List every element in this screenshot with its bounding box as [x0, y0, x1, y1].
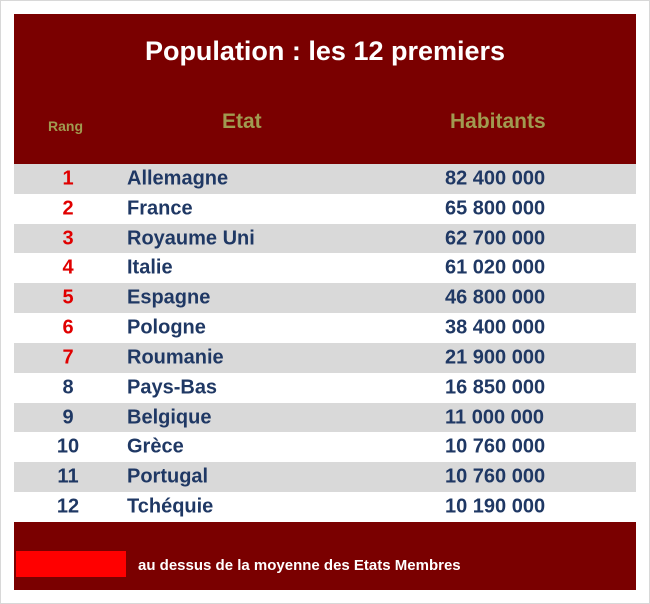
- column-header-rank: Rang: [48, 118, 83, 134]
- table-row: 3 Royaume Uni 62 700 000: [14, 223, 636, 254]
- population-cell: 10 760 000: [445, 435, 546, 458]
- page-title: Population : les 12 premiers: [144, 36, 506, 66]
- rank-cell: 10: [56, 435, 80, 458]
- rank-cell: 6: [62, 316, 74, 339]
- table-row: 9 Belgique 11 000 000: [14, 402, 636, 433]
- rank-cell: 4: [62, 256, 74, 279]
- rank-cell: 12: [56, 495, 80, 518]
- population-cell: 65 800 000: [445, 197, 546, 220]
- table-row: 5 Espagne 46 800 000: [14, 283, 636, 314]
- state-cell: Pologne: [127, 316, 206, 339]
- population-cell: 10 760 000: [445, 465, 546, 488]
- population-cell: 62 700 000: [445, 227, 546, 250]
- population-cell: 21 900 000: [445, 346, 546, 369]
- population-cell: 10 190 000: [445, 495, 546, 518]
- state-cell: Espagne: [127, 286, 211, 309]
- rank-cell: 2: [62, 197, 74, 220]
- population-cell: 46 800 000: [445, 286, 546, 309]
- table-row: 12 Tchéquie 10 190 000: [14, 492, 636, 522]
- state-cell: Allemagne: [127, 167, 229, 190]
- rank-cell: 9: [62, 406, 74, 429]
- table-row: 11 Portugal 10 760 000: [14, 462, 636, 493]
- table-row: 10 Grèce 10 760 000: [14, 432, 636, 463]
- table-row: 8 Pays-Bas 16 850 000: [14, 372, 636, 403]
- legend-label: au dessus de la moyenne des Etats Membre…: [138, 557, 461, 574]
- state-cell: Royaume Uni: [127, 227, 255, 250]
- state-cell: Roumanie: [127, 346, 224, 369]
- population-cell: 82 400 000: [445, 167, 546, 190]
- population-cell: 16 850 000: [445, 376, 546, 399]
- rank-cell: 11: [57, 465, 79, 488]
- rank-cell: 3: [62, 227, 74, 250]
- state-cell: Italie: [127, 256, 173, 279]
- column-header-population: Habitants: [450, 110, 546, 133]
- table-row: 2 France 65 800 000: [14, 193, 636, 224]
- population-cell: 38 400 000: [445, 316, 546, 339]
- rank-cell: 8: [62, 376, 74, 399]
- population-cell: 61 020 000: [445, 256, 546, 279]
- state-cell: Portugal: [127, 465, 209, 488]
- population-cell: 11 000 000: [445, 406, 544, 429]
- table-row: 6 Pologne 38 400 000: [14, 313, 636, 343]
- rank-cell: 5: [62, 286, 74, 309]
- column-header-state: Etat: [222, 110, 262, 133]
- state-cell: Pays-Bas: [127, 376, 218, 399]
- table-row: 4 Italie 61 020 000: [14, 253, 636, 284]
- table-panel: Population : les 12 premiers Rang Etat H…: [14, 14, 636, 590]
- state-cell: Belgique: [127, 406, 212, 429]
- table-body: 1 Allemagne 82 400 000 2 France 65 800 000 3 Ro…: [14, 164, 636, 522]
- state-cell: Grèce: [127, 435, 184, 458]
- table-row: 1 Allemagne 82 400 000: [14, 164, 636, 194]
- legend-swatch: [16, 551, 126, 577]
- table-row: 7 Roumanie 21 900 000: [14, 342, 636, 373]
- rank-cell: 7: [62, 346, 74, 369]
- rank-cell: 1: [62, 167, 74, 190]
- state-cell: Tchéquie: [127, 495, 214, 518]
- state-cell: France: [127, 197, 193, 220]
